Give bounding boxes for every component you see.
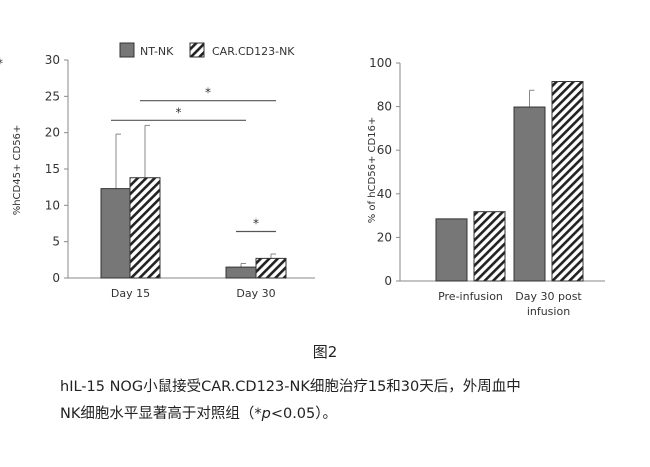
- bar-car-cd123-nk: [473, 211, 506, 282]
- legend-label: CAR.CD123-NK: [212, 45, 295, 58]
- figure-label: 图2: [312, 343, 338, 361]
- y-tick-label: 80: [377, 100, 392, 114]
- y-tick-label: 60: [377, 143, 392, 157]
- caption-line-2: NK细胞水平显著高于对照组（*p<0.05）。: [60, 402, 337, 423]
- x-tick-label: Pre-infusion: [438, 290, 503, 303]
- y-tick-label: 25: [45, 89, 60, 103]
- figure-charts: 0 5 10 15 20 25 30 %hCD45+ CD56+ Day 15 Day 30 * * *…: [0, 42, 605, 318]
- significance-star: *: [205, 86, 211, 100]
- caption-text: NK细胞水平显著高于对照组（*: [60, 406, 262, 422]
- significance-star: *: [0, 57, 3, 71]
- bar-nt-nk: [435, 218, 468, 282]
- x-tick-label: Day 15: [111, 287, 150, 300]
- x-tick-label: Day 30 post: [515, 290, 582, 303]
- significance-star: *: [253, 216, 259, 230]
- y-tick-label: 20: [45, 126, 60, 140]
- y-tick-label: 15: [45, 162, 60, 176]
- y-axis-label: %hCD45+ CD56+: [12, 125, 23, 216]
- y-axis-label: % of hCD56+ CD16+: [367, 117, 378, 224]
- bar-nt-nk: [100, 188, 132, 279]
- significance-star: *: [176, 105, 182, 119]
- y-tick-label: 40: [377, 187, 392, 201]
- y-tick-label: 30: [45, 53, 60, 67]
- y-tick-label: 10: [45, 198, 60, 212]
- legend-swatch-nt: [119, 42, 135, 58]
- caption-line-1: hIL-15 NOG小鼠接受CAR.CD123-NK细胞治疗15和30天后，外周…: [60, 379, 521, 395]
- y-tick-label: 0: [384, 274, 392, 288]
- y-tick-label: 0: [52, 271, 60, 285]
- bar-nt-nk: [513, 106, 546, 282]
- bar-car-cd123-nk: [255, 257, 287, 279]
- y-tick-label: 20: [377, 230, 392, 244]
- bar-car-cd123-nk: [551, 81, 584, 282]
- legend-swatch-car: [189, 42, 205, 58]
- caption-p: p: [261, 406, 271, 422]
- legend-label: NT-NK: [140, 45, 174, 58]
- bar-car-cd123-nk: [129, 177, 161, 279]
- y-tick-label: 5: [52, 235, 60, 249]
- bar-nt-nk: [225, 266, 257, 279]
- x-tick-label: Day 30: [236, 287, 275, 300]
- y-tick-label: 100: [369, 56, 392, 70]
- caption-text-end: <0.05）。: [270, 406, 338, 422]
- x-tick-label: infusion: [527, 305, 570, 318]
